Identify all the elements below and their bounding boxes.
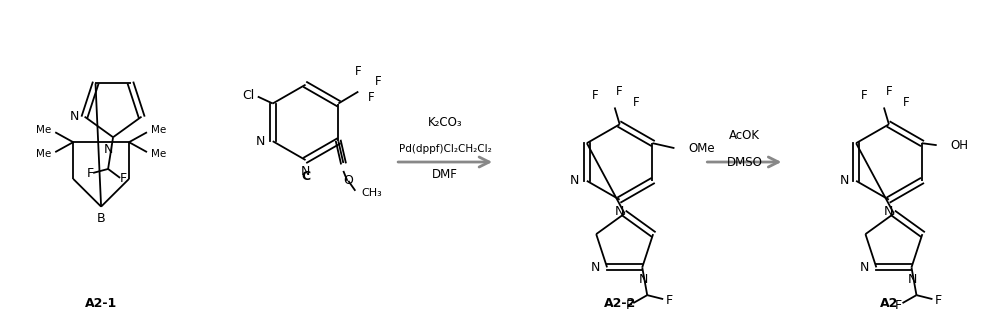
Text: F: F xyxy=(903,96,909,109)
Text: A2-2: A2-2 xyxy=(604,297,636,310)
Text: F: F xyxy=(591,89,598,102)
Text: C: C xyxy=(301,170,310,183)
Text: N: N xyxy=(908,273,917,286)
Text: F: F xyxy=(861,89,867,102)
Text: N: N xyxy=(256,135,265,148)
Text: N: N xyxy=(570,174,580,187)
Text: Me: Me xyxy=(36,149,51,159)
Text: F: F xyxy=(666,294,673,307)
Text: Me: Me xyxy=(151,125,166,135)
Text: N: N xyxy=(615,205,624,218)
Text: N: N xyxy=(860,261,869,274)
Text: Cl: Cl xyxy=(243,89,255,102)
Text: N: N xyxy=(839,174,849,187)
Text: F: F xyxy=(368,91,375,104)
Text: Me: Me xyxy=(151,149,166,159)
Text: N: N xyxy=(70,110,79,123)
Text: K₂CO₃: K₂CO₃ xyxy=(428,116,462,129)
Text: OH: OH xyxy=(951,139,969,152)
Text: OMe: OMe xyxy=(688,142,715,155)
Text: F: F xyxy=(119,172,127,185)
Text: B: B xyxy=(97,212,105,225)
Text: F: F xyxy=(87,167,94,181)
Text: AcOK: AcOK xyxy=(729,129,760,142)
Text: N: N xyxy=(639,273,648,286)
Text: F: F xyxy=(886,85,892,98)
Text: A2-1: A2-1 xyxy=(85,297,117,310)
Text: A2: A2 xyxy=(880,297,898,310)
Text: DMSO: DMSO xyxy=(726,156,762,168)
Text: N: N xyxy=(590,261,600,274)
Text: F: F xyxy=(895,299,902,312)
Text: DMF: DMF xyxy=(432,168,458,181)
Text: F: F xyxy=(375,75,382,88)
Text: F: F xyxy=(633,96,640,109)
Text: F: F xyxy=(935,294,942,307)
Text: Me: Me xyxy=(36,125,51,135)
Text: CH₃: CH₃ xyxy=(361,188,382,198)
Text: N: N xyxy=(301,165,310,179)
Text: F: F xyxy=(355,65,362,78)
Text: Pd(dppf)Cl₂CH₂Cl₂: Pd(dppf)Cl₂CH₂Cl₂ xyxy=(399,144,492,154)
Text: F: F xyxy=(616,85,623,98)
Text: O: O xyxy=(343,174,353,187)
Text: N: N xyxy=(884,205,894,218)
Text: N: N xyxy=(103,143,113,156)
Text: F: F xyxy=(626,299,633,312)
